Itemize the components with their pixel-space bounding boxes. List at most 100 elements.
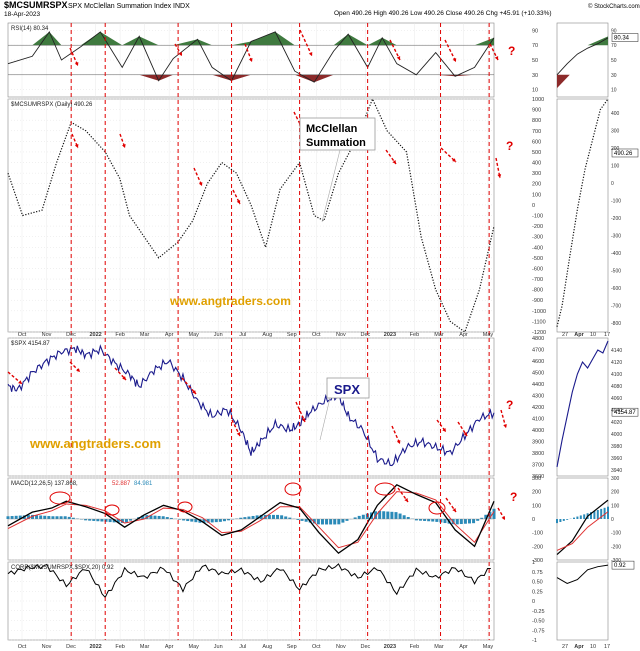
inset-macd-histogram-bar (603, 507, 606, 519)
chart-credit: © StockCharts.com (588, 3, 640, 10)
corr-y-tick-label: 0.75 (532, 570, 543, 576)
macd-histogram-bar (463, 519, 467, 524)
macd-histogram-bar (271, 514, 275, 519)
inset-spx-tick: 4000 (611, 432, 622, 438)
spx-y-tick-label: 3800 (532, 451, 544, 457)
chart-quote: Open 490.26 High 490.26 Low 490.26 Close… (334, 10, 552, 17)
macd-y-tick-label: -100 (532, 531, 543, 537)
inset-summation-tick: 300 (611, 129, 620, 135)
inset-macd-signal-line (556, 511, 609, 551)
x-tick-label-upper: May (188, 332, 199, 338)
x-tick-label-lower: Jul (239, 644, 246, 650)
red-arrow (457, 421, 468, 437)
summation-y-tick-label: -200 (532, 224, 543, 230)
macd-histogram-bar (337, 519, 341, 525)
inset-macd-histogram-bar (579, 515, 582, 519)
x-tick-label-upper: Feb (410, 332, 419, 338)
macd-histogram-bar (251, 515, 255, 519)
summation-y-tick-label: -300 (532, 235, 543, 241)
macd-histogram-bar (129, 519, 133, 521)
macd-histogram-bar (402, 515, 406, 519)
red-question-mark: ? (506, 139, 513, 153)
macd-histogram-bar (284, 516, 288, 519)
inset-summation-tick: 0 (611, 181, 614, 187)
macd-histogram-bar (169, 517, 173, 519)
macd-highlight-ellipse (49, 491, 71, 505)
macd-line (7, 484, 495, 555)
x-tick-label-lower: Feb (410, 644, 419, 650)
x-tick-label-lower: Apr (165, 644, 174, 650)
inset-macd-histogram-bar (559, 519, 562, 523)
summation-y-tick-label: -600 (532, 266, 543, 272)
macd-histogram-bar (345, 519, 349, 521)
inset-x-tick-lower: 17 (604, 644, 610, 650)
x-tick-label-lower: Dec (360, 644, 370, 650)
summation-y-tick-label: 100 (532, 192, 541, 198)
red-arrow (293, 111, 303, 129)
red-arrow-head (463, 432, 467, 436)
inset-macd-histogram-bar (593, 511, 596, 519)
spx-y-tick-label: 4100 (532, 417, 544, 423)
macd-histogram-bar (418, 519, 422, 521)
red-question-mark: ? (510, 490, 517, 504)
macd-highlight-ellipse (284, 482, 302, 496)
macd-histogram-bar (431, 519, 435, 522)
x-tick-label-lower: Mar (140, 644, 150, 650)
macd-histogram-bar (141, 515, 145, 519)
macd-histogram-bar (423, 519, 427, 521)
red-arrow (389, 39, 401, 61)
red-arrow-head (236, 432, 241, 436)
macd-histogram-bar (443, 519, 447, 524)
macd-histogram-bar (406, 516, 410, 519)
inset-macd-histogram-bar (583, 514, 586, 519)
macd-y-tick-label: -300 (532, 558, 543, 564)
macd-histogram-bar (100, 519, 104, 522)
x-tick-label-lower: Nov (42, 644, 52, 650)
macd-histogram-bar (435, 519, 439, 522)
inset-corr-line (556, 564, 609, 585)
macd-histogram-bar (104, 519, 108, 522)
red-arrow (114, 367, 127, 381)
spx-legend: $SPX 4154.87 (11, 341, 50, 347)
macd-histogram-bar (210, 519, 214, 523)
macd-histogram-bar (43, 515, 47, 519)
spx-callout-box (326, 377, 370, 399)
summation-y-tick-label: -700 (532, 277, 543, 283)
macd-y-tick-label: 100 (532, 503, 541, 509)
macd-histogram-bar (18, 515, 22, 519)
macd-highlight-ellipse (177, 501, 193, 513)
macd-histogram-bar (255, 515, 259, 519)
corr-y-tick-label: -0.50 (532, 619, 545, 625)
macd-histogram-bar (194, 519, 198, 523)
macd-legend-signal: 52.887 (112, 481, 131, 487)
inset-summation-tick: -800 (611, 321, 621, 327)
inset-summation-tick: -300 (611, 234, 621, 240)
macd-histogram-bar (329, 519, 333, 525)
red-arrow (295, 401, 306, 423)
macd-histogram-bar (341, 519, 345, 523)
rsi-legend: RSI(14) 80.34 (11, 26, 49, 32)
x-tick-label-lower: 2022 (89, 644, 101, 650)
macd-histogram-bar (14, 515, 18, 519)
inset-rsi-tick: 50 (611, 58, 617, 64)
spx-y-tick-label: 4600 (532, 359, 544, 365)
inset-summation-tick: -200 (611, 216, 621, 222)
corr-y-tick-label: -1 (532, 638, 537, 644)
inset-summation-tick: 400 (611, 111, 620, 117)
red-arrow-head (236, 200, 241, 204)
x-tick-label-upper: Nov (42, 332, 52, 338)
inset-macd-histogram-bar (607, 506, 609, 519)
macd-histogram-bar (214, 519, 218, 523)
macd-histogram-bar (386, 511, 390, 519)
macd-histogram-bar (63, 516, 67, 519)
x-tick-label-lower: Sep (287, 644, 297, 650)
spx-last-value: 4154.87 (614, 410, 636, 416)
macd-histogram-bar (55, 516, 59, 519)
macd-histogram-bar (467, 519, 471, 524)
red-arrow-head (74, 62, 79, 66)
inset-macd-histogram-bar (556, 519, 558, 524)
x-tick-label-upper: May (483, 332, 494, 338)
summation-y-tick-label: 900 (532, 108, 541, 114)
spx-callout-pointer (319, 397, 331, 441)
